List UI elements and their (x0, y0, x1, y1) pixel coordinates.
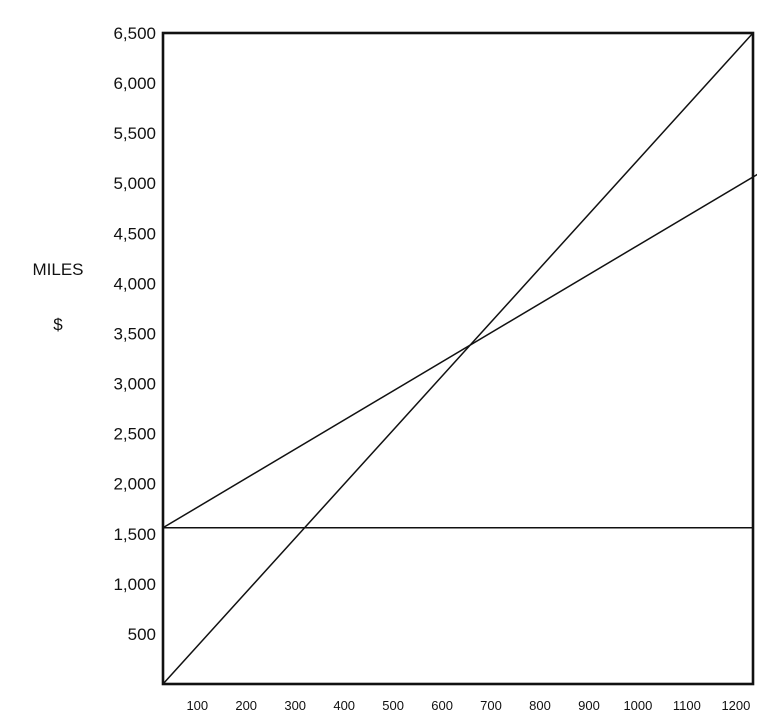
series-line-1 (163, 33, 754, 684)
x-tick-label: 300 (284, 698, 306, 713)
x-tick-label: 700 (480, 698, 502, 713)
y-tick-label: 2,500 (113, 425, 156, 444)
y-axis-label: MILES (32, 260, 83, 279)
x-tick-label: 1000 (623, 698, 652, 713)
series-line-2 (163, 173, 757, 529)
y-tick-label: 4,500 (113, 224, 156, 243)
y-tick-label: 4,000 (113, 274, 156, 293)
x-tick-label: 100 (186, 698, 208, 713)
y-axis-label: $ (53, 315, 63, 334)
x-tick-label: 800 (529, 698, 551, 713)
y-tick-label: 5,500 (113, 124, 156, 143)
y-tick-label: 1,500 (113, 525, 156, 544)
x-tick-label: 600 (431, 698, 453, 713)
x-tick-label: 200 (235, 698, 257, 713)
y-tick-label: 5,000 (113, 174, 156, 193)
x-tick-label: 500 (382, 698, 404, 713)
y-tick-label: 6,000 (113, 74, 156, 93)
y-tick-label: 3,500 (113, 325, 156, 344)
y-tick-label: 1,000 (113, 575, 156, 594)
y-tick-label: 2,000 (113, 475, 156, 494)
y-tick-label: 3,000 (113, 375, 156, 394)
x-tick-label: 1100 (673, 698, 701, 713)
y-tick-label: 6,500 (113, 24, 156, 43)
x-tick-label: 900 (578, 698, 600, 713)
plot-frame (161, 31, 755, 686)
y-tick-label: 500 (128, 625, 156, 644)
x-tick-label: 400 (333, 698, 355, 713)
x-tick-label: 1200 (721, 698, 750, 713)
